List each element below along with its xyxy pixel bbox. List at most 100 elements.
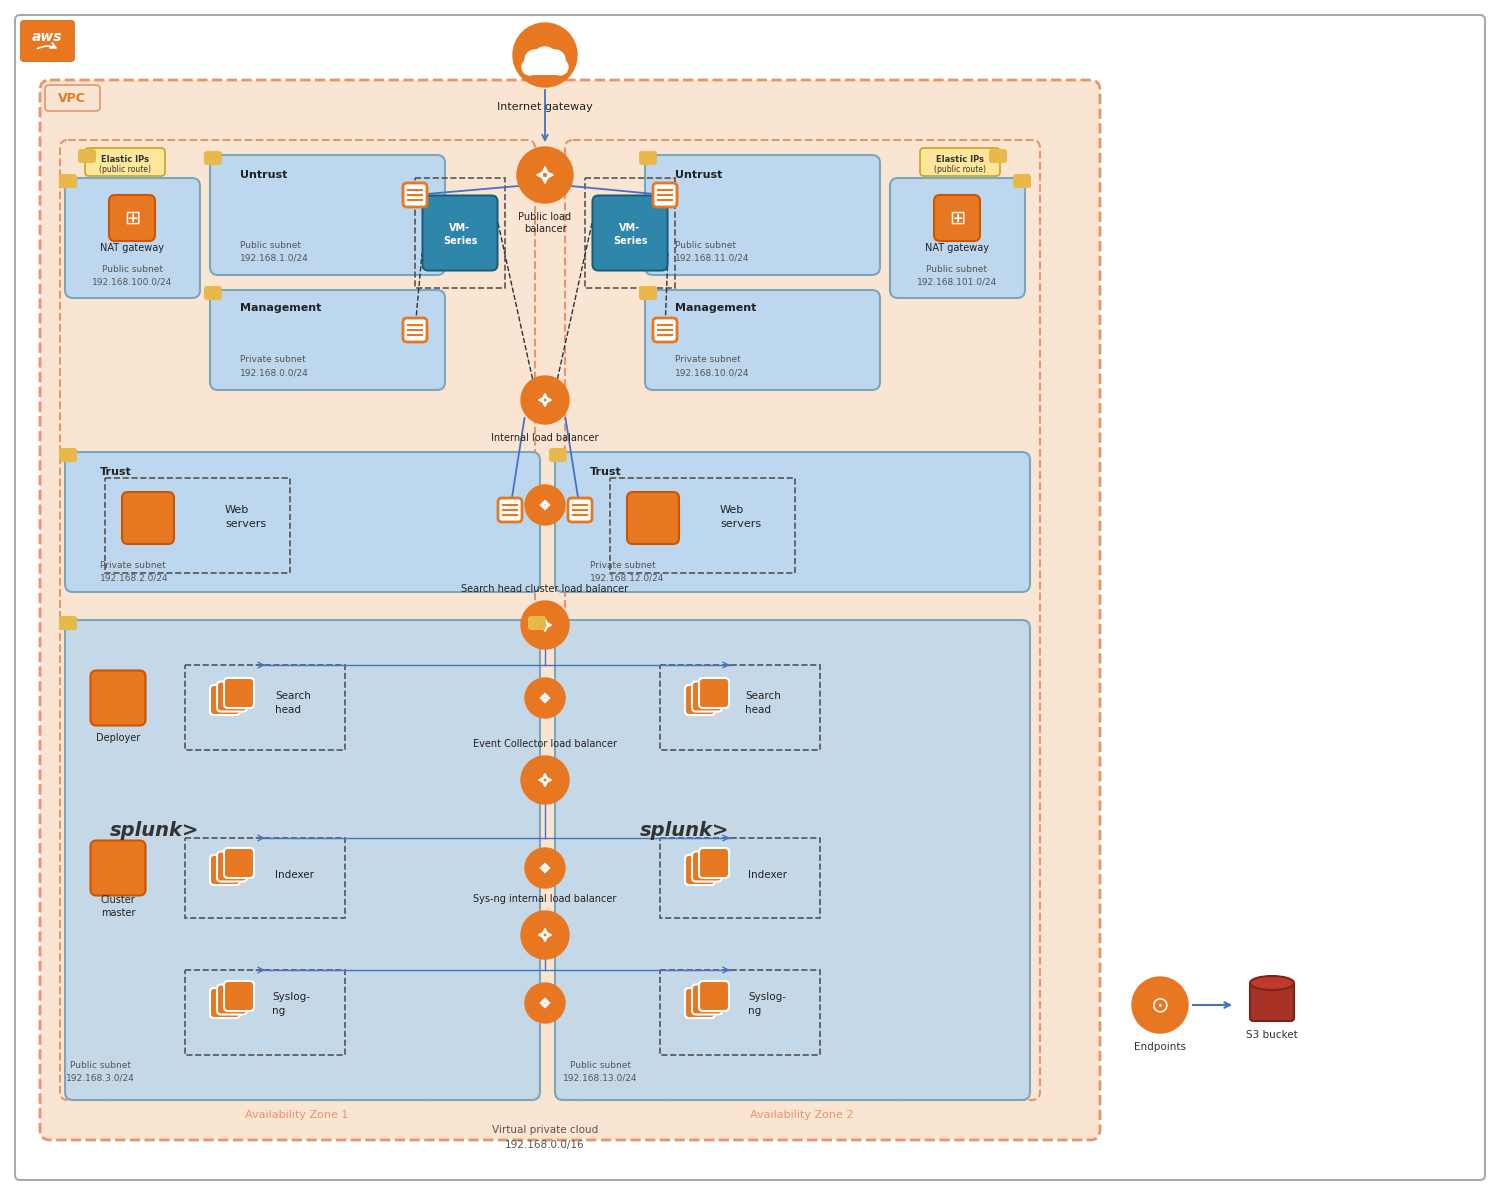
Text: Public subnet: Public subnet: [675, 240, 736, 250]
Bar: [416, 178, 506, 288]
FancyBboxPatch shape: [692, 852, 722, 882]
FancyBboxPatch shape: [210, 290, 446, 390]
FancyBboxPatch shape: [498, 498, 522, 522]
FancyBboxPatch shape: [224, 982, 254, 1010]
Circle shape: [525, 678, 566, 718]
FancyBboxPatch shape: [686, 988, 716, 1018]
FancyBboxPatch shape: [1250, 983, 1294, 1021]
Text: 192.168.1.0/24: 192.168.1.0/24: [240, 253, 309, 263]
Text: head: head: [746, 704, 771, 715]
Text: Internet gateway: Internet gateway: [496, 102, 592, 112]
Text: 192.168.100.0/24: 192.168.100.0/24: [92, 277, 172, 287]
Text: Private subnet: Private subnet: [100, 560, 165, 570]
Text: Availability Zone 1: Availability Zone 1: [246, 1110, 348, 1120]
Circle shape: [520, 911, 568, 959]
Text: Untrust: Untrust: [240, 170, 288, 180]
Text: ⊞: ⊞: [124, 209, 140, 228]
FancyBboxPatch shape: [699, 982, 729, 1010]
Text: Search head cluster load balancer: Search head cluster load balancer: [462, 584, 628, 594]
FancyBboxPatch shape: [20, 20, 75, 62]
Text: Management: Management: [240, 302, 321, 313]
Circle shape: [513, 23, 578, 86]
Text: Public subnet: Public subnet: [240, 240, 302, 250]
FancyBboxPatch shape: [224, 848, 254, 878]
FancyBboxPatch shape: [699, 678, 729, 708]
Text: Indexer: Indexer: [274, 870, 314, 880]
FancyBboxPatch shape: [210, 155, 446, 275]
FancyBboxPatch shape: [645, 290, 880, 390]
FancyBboxPatch shape: [217, 984, 248, 1014]
Text: Virtual private cloud: Virtual private cloud: [492, 1126, 598, 1135]
Text: aws: aws: [32, 30, 62, 44]
Text: 192.168.0.0/16: 192.168.0.0/16: [506, 1140, 585, 1150]
FancyBboxPatch shape: [58, 616, 76, 630]
FancyBboxPatch shape: [988, 149, 1006, 163]
FancyBboxPatch shape: [210, 854, 240, 886]
FancyBboxPatch shape: [210, 988, 240, 1018]
Bar: [585, 178, 675, 288]
FancyBboxPatch shape: [639, 286, 657, 300]
Text: Public subnet: Public subnet: [102, 265, 162, 275]
Text: master: master: [100, 908, 135, 918]
Bar: [526, 65, 562, 74]
Text: Private subnet: Private subnet: [675, 355, 741, 365]
Text: Search: Search: [746, 691, 782, 701]
FancyBboxPatch shape: [58, 174, 76, 188]
Text: Deployer: Deployer: [96, 733, 140, 743]
Text: balancer: balancer: [524, 224, 567, 234]
Circle shape: [525, 983, 566, 1022]
FancyBboxPatch shape: [555, 620, 1030, 1100]
FancyBboxPatch shape: [528, 616, 546, 630]
FancyBboxPatch shape: [568, 498, 592, 522]
Text: Indexer: Indexer: [748, 870, 788, 880]
Text: splunk>: splunk>: [110, 821, 200, 840]
Text: 192.168.0.0/24: 192.168.0.0/24: [240, 368, 309, 378]
FancyBboxPatch shape: [652, 182, 676, 206]
Text: servers: servers: [720, 518, 760, 529]
Text: 192.168.101.0/24: 192.168.101.0/24: [916, 277, 998, 287]
Circle shape: [522, 59, 538, 74]
FancyBboxPatch shape: [627, 492, 680, 544]
Text: (public route): (public route): [99, 166, 152, 174]
Text: Syslog-: Syslog-: [748, 992, 786, 1002]
Text: Private subnet: Private subnet: [240, 355, 306, 365]
Circle shape: [532, 47, 558, 73]
Text: Public subnet: Public subnet: [570, 1061, 630, 1069]
Text: Trust: Trust: [100, 467, 132, 476]
Text: servers: servers: [225, 518, 266, 529]
Text: splunk>: splunk>: [640, 821, 729, 840]
Text: Elastic IPs: Elastic IPs: [936, 155, 984, 163]
Bar: [184, 665, 345, 750]
Circle shape: [518, 146, 573, 203]
Circle shape: [520, 376, 568, 424]
FancyBboxPatch shape: [64, 620, 540, 1100]
FancyBboxPatch shape: [686, 685, 716, 715]
FancyBboxPatch shape: [645, 155, 880, 275]
Bar: [660, 665, 820, 750]
Text: 192.168.2.0/24: 192.168.2.0/24: [100, 574, 168, 582]
Text: Untrust: Untrust: [675, 170, 723, 180]
Text: Series: Series: [442, 236, 477, 246]
FancyBboxPatch shape: [404, 318, 427, 342]
Text: 192.168.10.0/24: 192.168.10.0/24: [675, 368, 750, 378]
Text: 192.168.12.0/24: 192.168.12.0/24: [590, 574, 664, 582]
FancyBboxPatch shape: [423, 196, 498, 270]
Bar: [660, 838, 820, 918]
Text: NAT gateway: NAT gateway: [100, 242, 164, 253]
FancyBboxPatch shape: [217, 852, 248, 882]
Ellipse shape: [1250, 976, 1294, 990]
Text: VPC: VPC: [58, 91, 86, 104]
Bar: [184, 838, 345, 918]
Text: Series: Series: [612, 236, 648, 246]
FancyBboxPatch shape: [699, 848, 729, 878]
FancyBboxPatch shape: [890, 178, 1024, 298]
Text: Management: Management: [675, 302, 756, 313]
FancyBboxPatch shape: [86, 148, 165, 176]
Text: Cluster: Cluster: [100, 895, 135, 905]
Circle shape: [1132, 977, 1188, 1033]
Text: ng: ng: [748, 1006, 760, 1016]
FancyBboxPatch shape: [210, 685, 240, 715]
Bar: [610, 478, 795, 572]
FancyBboxPatch shape: [639, 151, 657, 164]
FancyBboxPatch shape: [404, 182, 427, 206]
